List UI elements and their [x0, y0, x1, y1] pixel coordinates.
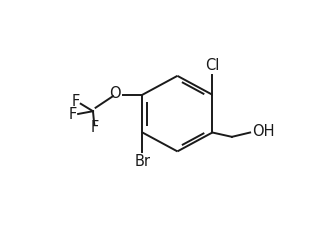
Text: O: O: [109, 86, 120, 101]
Text: F: F: [71, 94, 79, 109]
Text: Cl: Cl: [205, 58, 219, 73]
Text: OH: OH: [252, 124, 275, 140]
Text: F: F: [69, 107, 77, 122]
Text: Br: Br: [134, 154, 151, 169]
Text: F: F: [90, 120, 98, 135]
